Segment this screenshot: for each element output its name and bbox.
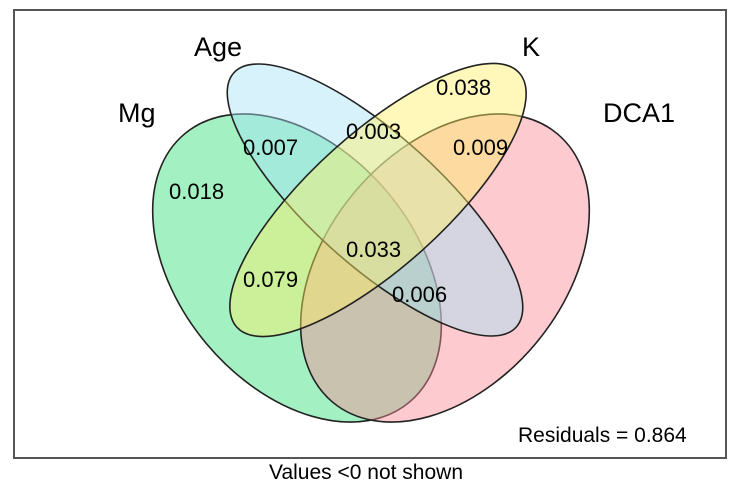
region-value-mg-k: 0.079 xyxy=(243,267,298,292)
set-label-age: Age xyxy=(194,32,242,62)
mg-ellipse xyxy=(151,113,443,423)
residuals-text: Residuals = 0.864 xyxy=(518,424,687,447)
set-label-mg: Mg xyxy=(118,98,156,128)
set-label-dca1: DCA1 xyxy=(603,98,675,128)
region-value-mg-only: 0.018 xyxy=(169,179,224,204)
region-value-mg-age-dca1: 0.006 xyxy=(392,282,447,307)
footnote-text: Values <0 not shown xyxy=(269,461,463,484)
region-value-k-only: 0.038 xyxy=(436,75,491,100)
k-ellipse xyxy=(229,62,527,338)
region-value-k-dca1: 0.009 xyxy=(453,135,508,160)
region-value-mg-age: 0.007 xyxy=(243,135,298,160)
dca1-ellipse xyxy=(299,113,591,423)
region-value-all: 0.033 xyxy=(346,237,401,262)
set-label-k: K xyxy=(522,32,540,62)
plot-frame xyxy=(13,9,727,459)
region-value-age-k: 0.003 xyxy=(346,119,401,144)
age-ellipse xyxy=(226,63,524,337)
